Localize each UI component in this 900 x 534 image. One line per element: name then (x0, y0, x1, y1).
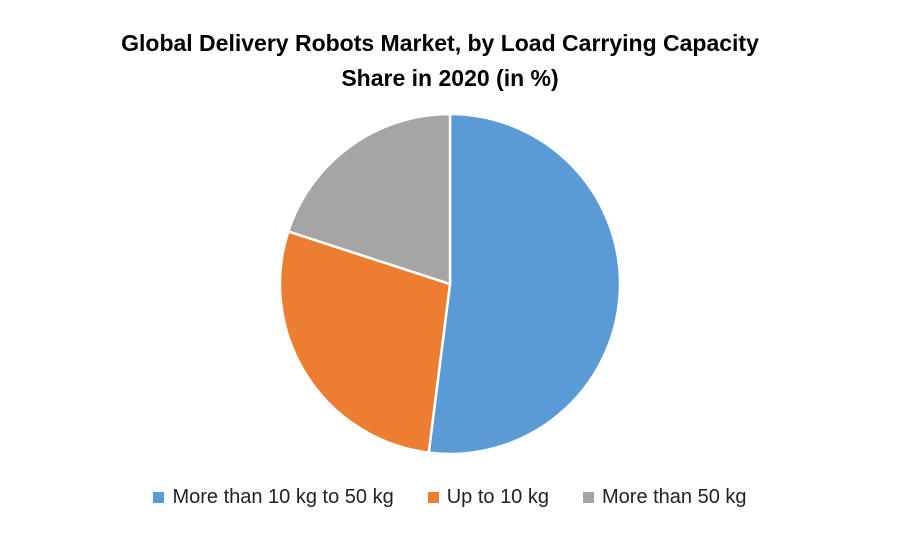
legend-swatch (153, 492, 165, 503)
legend-label: More than 50 kg (602, 486, 747, 508)
slice-up-to-10 (278, 230, 452, 454)
legend-item-more-than-50: More than 50 kg (583, 486, 747, 509)
legend-item-more-than-10-to-50: More than 10 kg to 50 kg (153, 486, 394, 509)
chart-title: Global Delivery Robots Market, by Load C… (121, 30, 759, 56)
legend-swatch (583, 492, 594, 503)
legend-label: Up to 10 kg (446, 486, 549, 508)
chart-subtitle: Share in 2020 (in %) (341, 65, 559, 91)
slice-more-than-50 (287, 112, 452, 286)
legend-label: More than 10 kg to 50 kg (172, 486, 394, 508)
legend-item-up-to-10: Up to 10 kg (427, 486, 549, 509)
slice-more-than-10-to-50 (427, 112, 622, 456)
legend-swatch (427, 492, 439, 503)
legend: More than 10 kg to 50 kg Up to 10 kg Mor… (0, 486, 900, 509)
